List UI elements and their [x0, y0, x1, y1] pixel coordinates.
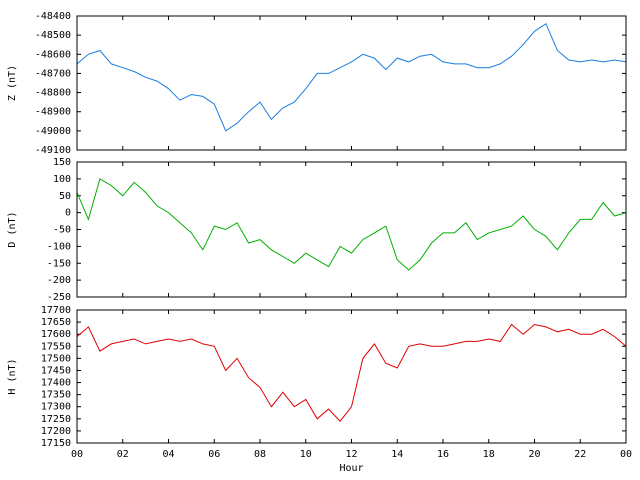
x-tick-label: 04	[162, 449, 174, 460]
y-tick-label: -150	[47, 258, 71, 269]
series-line	[76, 323, 627, 422]
y-tick-label: -48600	[35, 49, 71, 60]
y-tick-label: 17250	[41, 414, 71, 425]
y-tick-label: 17700	[41, 305, 71, 316]
y-tick-label: 17300	[41, 402, 71, 413]
plot-frame	[76, 309, 627, 444]
x-tick-label: 00	[620, 449, 632, 460]
y-tick-label: -49100	[35, 145, 71, 156]
x-tick-label: 14	[391, 449, 403, 460]
x-tick-label: 22	[574, 449, 586, 460]
series-line	[76, 22, 627, 132]
y-tick-label: 0	[65, 208, 71, 219]
y-axis-label: H (nT)	[7, 358, 18, 394]
y-tick-label: 150	[53, 157, 71, 168]
y-tick-label: -200	[47, 275, 71, 286]
y-tick-label: 17600	[41, 329, 71, 340]
x-tick-label: 08	[254, 449, 266, 460]
y-tick-label: 17550	[41, 341, 71, 352]
y-tick-label: 50	[59, 191, 71, 202]
y-tick-label: -250	[47, 292, 71, 303]
y-tick-label: -100	[47, 241, 71, 252]
y-tick-label: 17650	[41, 317, 71, 328]
plot-frame	[76, 15, 627, 151]
y-tick-label: -48400	[35, 11, 71, 22]
x-axis-label: Hour	[339, 463, 363, 474]
y-tick-label: 17150	[41, 438, 71, 449]
x-tick-label: 12	[345, 449, 357, 460]
y-tick-label: -48800	[35, 88, 71, 99]
x-tick-label: 02	[117, 449, 129, 460]
y-tick-label: 100	[53, 174, 71, 185]
y-tick-label: -48700	[35, 68, 71, 79]
y-tick-label: 17350	[41, 390, 71, 401]
y-tick-label: -48500	[35, 30, 71, 41]
y-tick-label: 17450	[41, 365, 71, 376]
y-tick-label: 17400	[41, 378, 71, 389]
x-tick-label: 10	[300, 449, 312, 460]
x-tick-label: 06	[208, 449, 220, 460]
y-tick-label: 17200	[41, 426, 71, 437]
x-tick-label: 18	[483, 449, 495, 460]
y-tick-label: 17500	[41, 353, 71, 364]
x-tick-label: 16	[437, 449, 449, 460]
x-tick-label: 20	[528, 449, 540, 460]
y-tick-label: -49000	[35, 126, 71, 137]
series-line	[76, 178, 627, 271]
x-tick-label: 00	[71, 449, 83, 460]
y-axis-label: Z (nT)	[7, 65, 18, 101]
y-tick-label: -50	[53, 225, 71, 236]
y-axis-label: D (nT)	[7, 211, 18, 247]
y-tick-label: -48900	[35, 107, 71, 118]
plot-frame	[76, 161, 627, 298]
